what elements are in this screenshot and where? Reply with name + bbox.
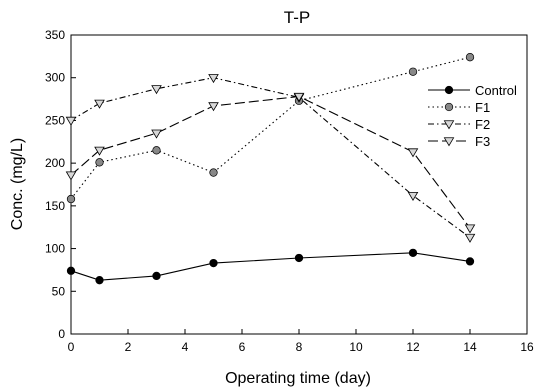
data-point-f1 xyxy=(95,158,104,167)
data-point-control xyxy=(209,258,218,268)
y-tick-label: 150 xyxy=(45,199,65,213)
data-point-f1 xyxy=(209,168,218,177)
x-tick-label: 2 xyxy=(125,340,132,354)
y-tick-label: 50 xyxy=(52,284,66,298)
x-tick-label: 10 xyxy=(349,340,363,354)
data-point-control xyxy=(465,257,475,266)
x-tick-label: 0 xyxy=(68,340,75,354)
data-point-f3 xyxy=(151,129,162,139)
data-point-f2 xyxy=(464,233,476,243)
chart-title: T-P xyxy=(284,8,310,27)
series-line-f3 xyxy=(70,95,471,229)
data-point-f2 xyxy=(407,191,419,201)
x-tick-label: 8 xyxy=(296,340,303,354)
legend-label-f1: F1 xyxy=(475,100,490,115)
legend-marker-f3 xyxy=(443,137,455,147)
data-point-f2 xyxy=(151,85,162,95)
legend: Control F1 F2 F3 xyxy=(428,83,517,149)
x-tick-label: 4 xyxy=(182,340,189,354)
data-point-control xyxy=(66,266,76,275)
series-line-f2 xyxy=(70,77,471,238)
data-point-control xyxy=(408,248,418,257)
data-point-f3 xyxy=(293,92,305,102)
x-tick-label: 12 xyxy=(406,340,420,354)
data-point-f2 xyxy=(208,74,219,84)
data-point-f1 xyxy=(152,146,161,155)
series-line-control xyxy=(70,252,471,281)
legend-marker-control xyxy=(444,85,454,95)
series-line-f1 xyxy=(70,56,471,200)
x-tick-label: 6 xyxy=(239,340,246,354)
data-point-f1 xyxy=(408,67,418,76)
y-tick-label: 100 xyxy=(45,242,65,256)
data-point-f3 xyxy=(407,148,419,158)
data-point-f3 xyxy=(65,171,77,181)
x-tick-label: 14 xyxy=(463,340,477,354)
y-tick-label: 0 xyxy=(58,327,65,341)
data-point-control xyxy=(152,271,161,281)
y-tick-label: 200 xyxy=(45,156,65,170)
data-point-f3 xyxy=(464,224,476,234)
data-point-f2 xyxy=(94,99,105,109)
data-point-control xyxy=(95,276,104,285)
data-point-f3 xyxy=(208,102,219,112)
plot-frame xyxy=(70,34,528,335)
plot-area: 0 50 100 150 200 250 300 350 0 2 4 6 8 10 12 14 16 xyxy=(45,28,534,354)
data-point-control xyxy=(294,253,304,263)
x-axis-label: Operating time (day) xyxy=(225,370,371,387)
y-axis-label: Conc. (mg/L) xyxy=(9,138,26,230)
data-point-f1 xyxy=(465,53,475,62)
legend-label-f2: F2 xyxy=(475,117,490,132)
data-point-f2 xyxy=(65,116,77,126)
legend-marker-f2 xyxy=(443,120,455,130)
y-tick-label: 350 xyxy=(45,28,65,42)
legend-label-f3: F3 xyxy=(475,134,490,149)
x-tick-label: 16 xyxy=(520,340,534,354)
data-point-f1 xyxy=(66,194,76,204)
legend-label-control: Control xyxy=(475,83,517,98)
data-point-f3 xyxy=(94,146,105,156)
y-tick-label: 250 xyxy=(45,113,65,127)
y-tick-label: 300 xyxy=(45,71,65,85)
legend-marker-f1 xyxy=(444,102,454,112)
